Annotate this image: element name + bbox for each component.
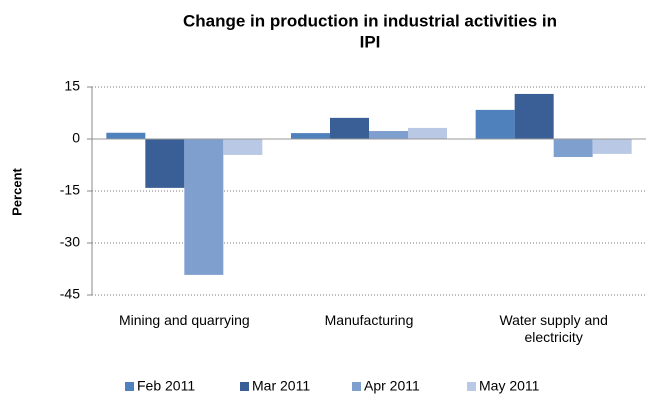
bar — [514, 93, 554, 139]
legend-label: Feb 2011 — [137, 378, 195, 394]
legend-swatch — [240, 382, 249, 391]
y-tick-label: -45 — [60, 286, 80, 302]
legend-label: May 2011 — [479, 378, 540, 394]
y-axis-label: Percent — [9, 167, 24, 215]
bar — [145, 139, 185, 188]
legend-label: Apr 2011 — [364, 378, 420, 394]
y-tick-label: 15 — [64, 78, 80, 94]
y-tick-label: 0 — [72, 130, 80, 146]
bar — [475, 109, 515, 139]
x-tick-label: Mining and quarrying — [118, 312, 250, 328]
chart-title: Change in production in industrial activ… — [183, 11, 557, 30]
bar — [592, 139, 632, 154]
bar — [184, 139, 224, 275]
bar — [291, 133, 330, 139]
x-tick-label: Manufacturing — [324, 312, 414, 328]
bar — [408, 127, 447, 139]
bar — [223, 139, 263, 155]
legend-swatch — [352, 382, 361, 391]
y-tick-label: -30 — [60, 234, 80, 250]
legend-swatch — [125, 382, 134, 391]
bar — [369, 131, 408, 139]
y-tick-label: -15 — [60, 182, 80, 198]
legend-swatch — [467, 382, 476, 391]
chart-title: IPI — [360, 32, 381, 51]
x-tick-label: Water supply and electricity — [499, 312, 608, 345]
bar — [330, 117, 369, 139]
bar — [106, 132, 146, 139]
legend-label: Mar 2011 — [252, 378, 310, 394]
bar — [553, 139, 593, 158]
